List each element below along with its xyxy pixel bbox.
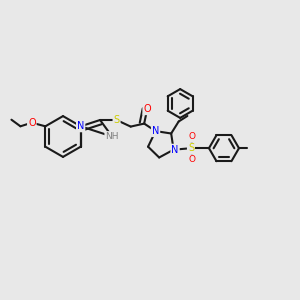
- Text: O: O: [189, 155, 196, 164]
- Text: N: N: [77, 121, 84, 131]
- Text: O: O: [189, 132, 196, 141]
- Text: S: S: [188, 143, 194, 153]
- Text: NH: NH: [105, 132, 119, 141]
- Text: O: O: [28, 118, 36, 128]
- Text: O: O: [143, 104, 151, 114]
- Text: N: N: [152, 126, 159, 136]
- Text: N: N: [171, 145, 179, 155]
- Text: S: S: [113, 115, 120, 125]
